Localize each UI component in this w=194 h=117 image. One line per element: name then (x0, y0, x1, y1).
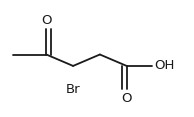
Text: O: O (121, 92, 132, 105)
Text: Br: Br (66, 83, 80, 96)
Text: OH: OH (154, 59, 174, 72)
Text: O: O (41, 14, 52, 27)
